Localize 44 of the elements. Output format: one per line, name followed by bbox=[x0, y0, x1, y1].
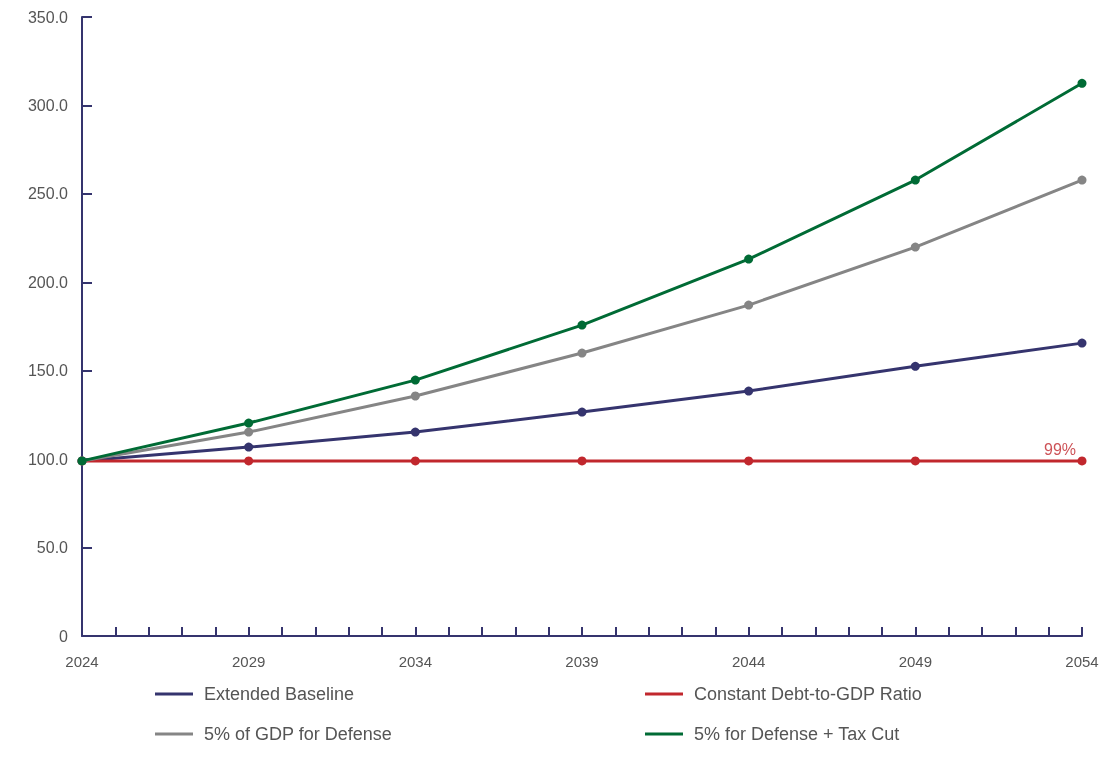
x-tick-label: 2054 bbox=[1065, 653, 1099, 670]
point bbox=[744, 254, 754, 264]
point bbox=[577, 407, 587, 417]
point bbox=[1077, 78, 1087, 88]
y-tick-label: 250.0 bbox=[27, 185, 69, 203]
point bbox=[910, 456, 920, 466]
point bbox=[744, 300, 754, 310]
x-tick-label: 2024 bbox=[65, 653, 99, 670]
point bbox=[410, 427, 420, 437]
point bbox=[410, 375, 420, 385]
x-tick-label: 2044 bbox=[731, 653, 766, 670]
point bbox=[1077, 456, 1087, 466]
point bbox=[410, 456, 420, 466]
point bbox=[577, 320, 587, 330]
x-tick-label: 2029 bbox=[231, 653, 266, 670]
x-tick-label: 2034 bbox=[398, 653, 433, 670]
point bbox=[244, 427, 254, 437]
y-tick-label: 350.0 bbox=[27, 8, 69, 26]
point bbox=[577, 456, 587, 466]
point bbox=[577, 348, 587, 358]
point bbox=[910, 242, 920, 252]
point bbox=[910, 361, 920, 371]
point bbox=[244, 442, 254, 452]
point bbox=[244, 418, 254, 428]
y-tick-label: 0 bbox=[59, 627, 69, 645]
y-tick-label: 200.0 bbox=[27, 273, 69, 291]
y-tick-label: 50.0 bbox=[36, 539, 69, 557]
annotation: 99% bbox=[1043, 441, 1077, 459]
point bbox=[744, 456, 754, 466]
point bbox=[410, 391, 420, 401]
y-tick-label: 300.0 bbox=[27, 96, 69, 114]
y-tick-label: 150.0 bbox=[27, 362, 69, 380]
legend-label: Constant Debt-to-GDP Ratio bbox=[694, 684, 922, 704]
legend-label: 5% of GDP for Defense bbox=[204, 724, 392, 744]
point bbox=[910, 175, 920, 185]
point bbox=[1077, 338, 1087, 348]
point bbox=[1077, 175, 1087, 185]
y-tick-label: 100.0 bbox=[27, 450, 69, 468]
point bbox=[244, 456, 254, 466]
x-tick-label: 2039 bbox=[565, 653, 599, 670]
x-tick-label: 2049 bbox=[898, 653, 933, 670]
legend-label: 5% for Defense + Tax Cut bbox=[694, 724, 900, 744]
point bbox=[744, 386, 754, 396]
legend-label: Extended Baseline bbox=[204, 684, 355, 704]
